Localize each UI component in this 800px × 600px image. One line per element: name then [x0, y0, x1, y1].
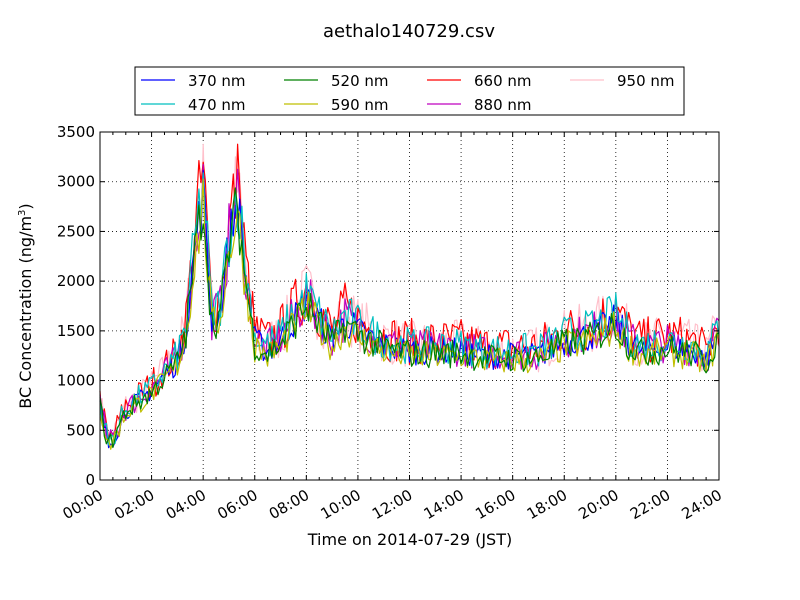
- legend-label: 590 nm: [331, 96, 389, 114]
- y-tick-labels: 0 500 1000 1500 2000 2500 3000 3500: [57, 123, 95, 489]
- y-axis-label-suffix: ): [16, 203, 35, 209]
- y-tick-label: 1000: [57, 372, 95, 390]
- series-line-470-nm: [99, 172, 720, 446]
- legend-label: 660 nm: [474, 72, 532, 90]
- y-tick-label: 0: [85, 471, 95, 489]
- tick-marks: [99, 131, 720, 481]
- chart-title: aethalo140729.csv: [323, 21, 495, 42]
- y-tick-label: 2500: [57, 222, 95, 240]
- legend-label: 880 nm: [474, 96, 532, 114]
- y-tick-label: 3000: [57, 173, 95, 191]
- y-axis-label: BC Concentration (ng/m3): [16, 203, 35, 408]
- y-tick-label: 500: [66, 421, 95, 439]
- y-axis-label-main: BC Concentration (ng/m: [16, 216, 35, 409]
- legend-label: 370 nm: [188, 72, 246, 90]
- y-tick-label: 2000: [57, 272, 95, 290]
- legend: 370 nm 470 nm 520 nm 590 nm 660 nm 880 nm 950 …: [134, 66, 685, 116]
- legend-label: 520 nm: [331, 72, 389, 90]
- series-lines: [99, 143, 720, 450]
- plot-area: [99, 131, 720, 481]
- y-tick-label: 3500: [57, 123, 95, 141]
- legend-box: [134, 66, 685, 116]
- y-axis-label-superscript: 3: [17, 210, 28, 216]
- series-line-520-nm: [99, 187, 720, 449]
- legend-label: 470 nm: [188, 96, 246, 114]
- legend-label: 950 nm: [617, 72, 675, 90]
- x-axis-label: Time on 2014-07-29 (JST): [307, 530, 512, 549]
- y-tick-label: 1500: [57, 322, 95, 340]
